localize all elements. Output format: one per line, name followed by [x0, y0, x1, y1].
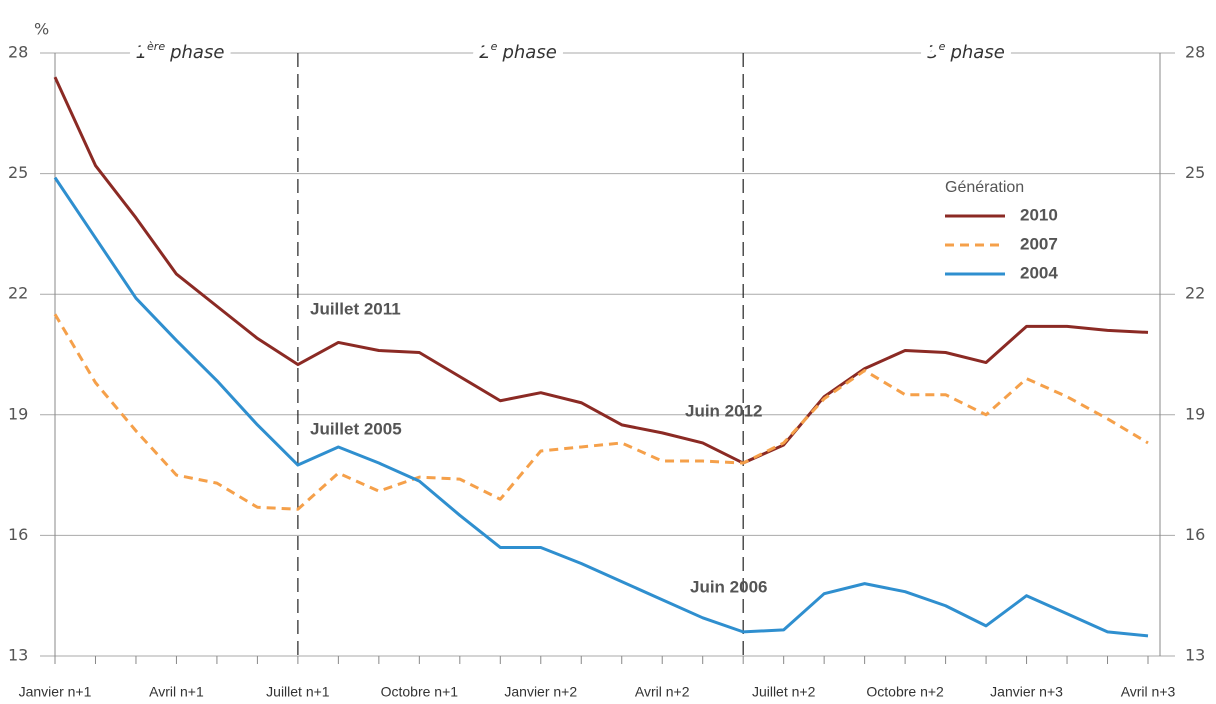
- phase-label: 1ère phase: [136, 40, 225, 63]
- phase-suffix: e: [491, 40, 498, 53]
- x-tick-label: Janvier n+2: [504, 684, 577, 700]
- legend-label: 2004: [1020, 263, 1058, 282]
- y-tick-label: 28: [8, 43, 28, 62]
- y2-tick-label: 16: [1185, 525, 1205, 544]
- phase-number: 1: [136, 42, 147, 63]
- legend-label: 2007: [1020, 234, 1058, 253]
- phase-number: 2: [479, 42, 490, 63]
- phase-word: phase: [949, 42, 1004, 63]
- x-tick-label: Janvier n+3: [990, 684, 1063, 700]
- x-tick-label: Juillet n+2: [752, 684, 816, 700]
- phase-label: 2e phase: [479, 40, 557, 63]
- x-tick-label: Avril n+3: [1121, 684, 1176, 700]
- x-tick-label: Octobre n+1: [381, 684, 459, 700]
- y2-tick-label: 28: [1185, 43, 1205, 62]
- x-tick-label: Janvier n+1: [19, 684, 92, 700]
- y-tick-label: 13: [8, 646, 28, 665]
- y-tick-label: 19: [8, 404, 28, 423]
- legend-title: Génération: [945, 179, 1024, 196]
- x-tick-label: Avril n+1: [149, 684, 204, 700]
- phase-label: 3e phase: [927, 40, 1005, 63]
- annotation: Juillet 2011: [310, 299, 401, 318]
- y2-tick-label: 22: [1185, 284, 1205, 303]
- x-tick-label: Octobre n+2: [866, 684, 944, 700]
- series-line: [53, 313, 1149, 511]
- series-line: [53, 176, 1149, 638]
- phase-suffix: e: [939, 40, 946, 53]
- y-tick-label: 16: [8, 525, 28, 544]
- phase-suffix: ère: [147, 40, 165, 53]
- y2-tick-label: 19: [1185, 404, 1205, 423]
- y-tick-label: 25: [8, 163, 28, 182]
- annotation: Juin 2006: [690, 577, 768, 596]
- phase-number: 3: [927, 42, 938, 63]
- series-line: [53, 76, 1149, 465]
- x-tick-label: Juillet n+1: [266, 684, 330, 700]
- phase-word: phase: [501, 42, 556, 63]
- y-unit: %: [34, 20, 49, 39]
- legend-label: 2010: [1020, 205, 1058, 224]
- y-tick-label: 22: [8, 284, 28, 303]
- annotation: Juin 2012: [685, 401, 763, 420]
- phase-word: phase: [169, 42, 224, 63]
- y2-tick-label: 13: [1185, 646, 1205, 665]
- x-tick-label: Avril n+2: [635, 684, 690, 700]
- y2-tick-label: 25: [1185, 163, 1205, 182]
- annotation: Juillet 2005: [310, 419, 402, 438]
